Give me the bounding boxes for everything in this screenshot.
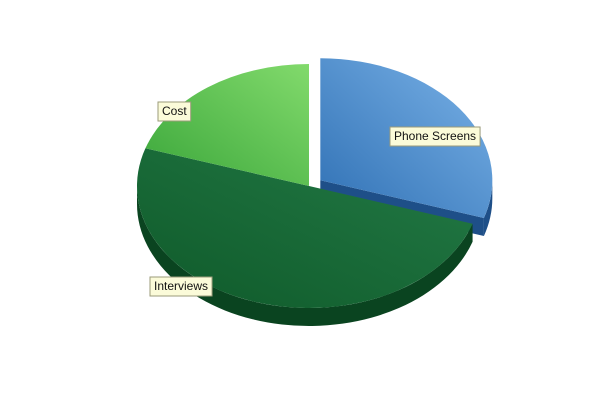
pie-label-phone-screens: Phone Screens xyxy=(389,126,481,147)
pie-label-text: Interviews xyxy=(154,279,208,293)
pie-label-text: Phone Screens xyxy=(394,129,476,143)
pie-label-box xyxy=(157,101,192,122)
pie-side-interviews xyxy=(137,186,473,326)
pie-label-interviews: Interviews xyxy=(149,276,213,297)
pie-label-text: Cost xyxy=(162,104,187,118)
pie-slice-cost xyxy=(145,64,309,186)
pie-label-cost: Cost xyxy=(157,101,192,122)
pie-labels: Phone Screens Interviews Cost xyxy=(149,101,481,297)
pie-label-box xyxy=(389,126,481,147)
pie-slice-interviews xyxy=(136,148,473,308)
pie-side-phone-screens xyxy=(483,180,493,236)
pie-label-box xyxy=(149,276,213,297)
